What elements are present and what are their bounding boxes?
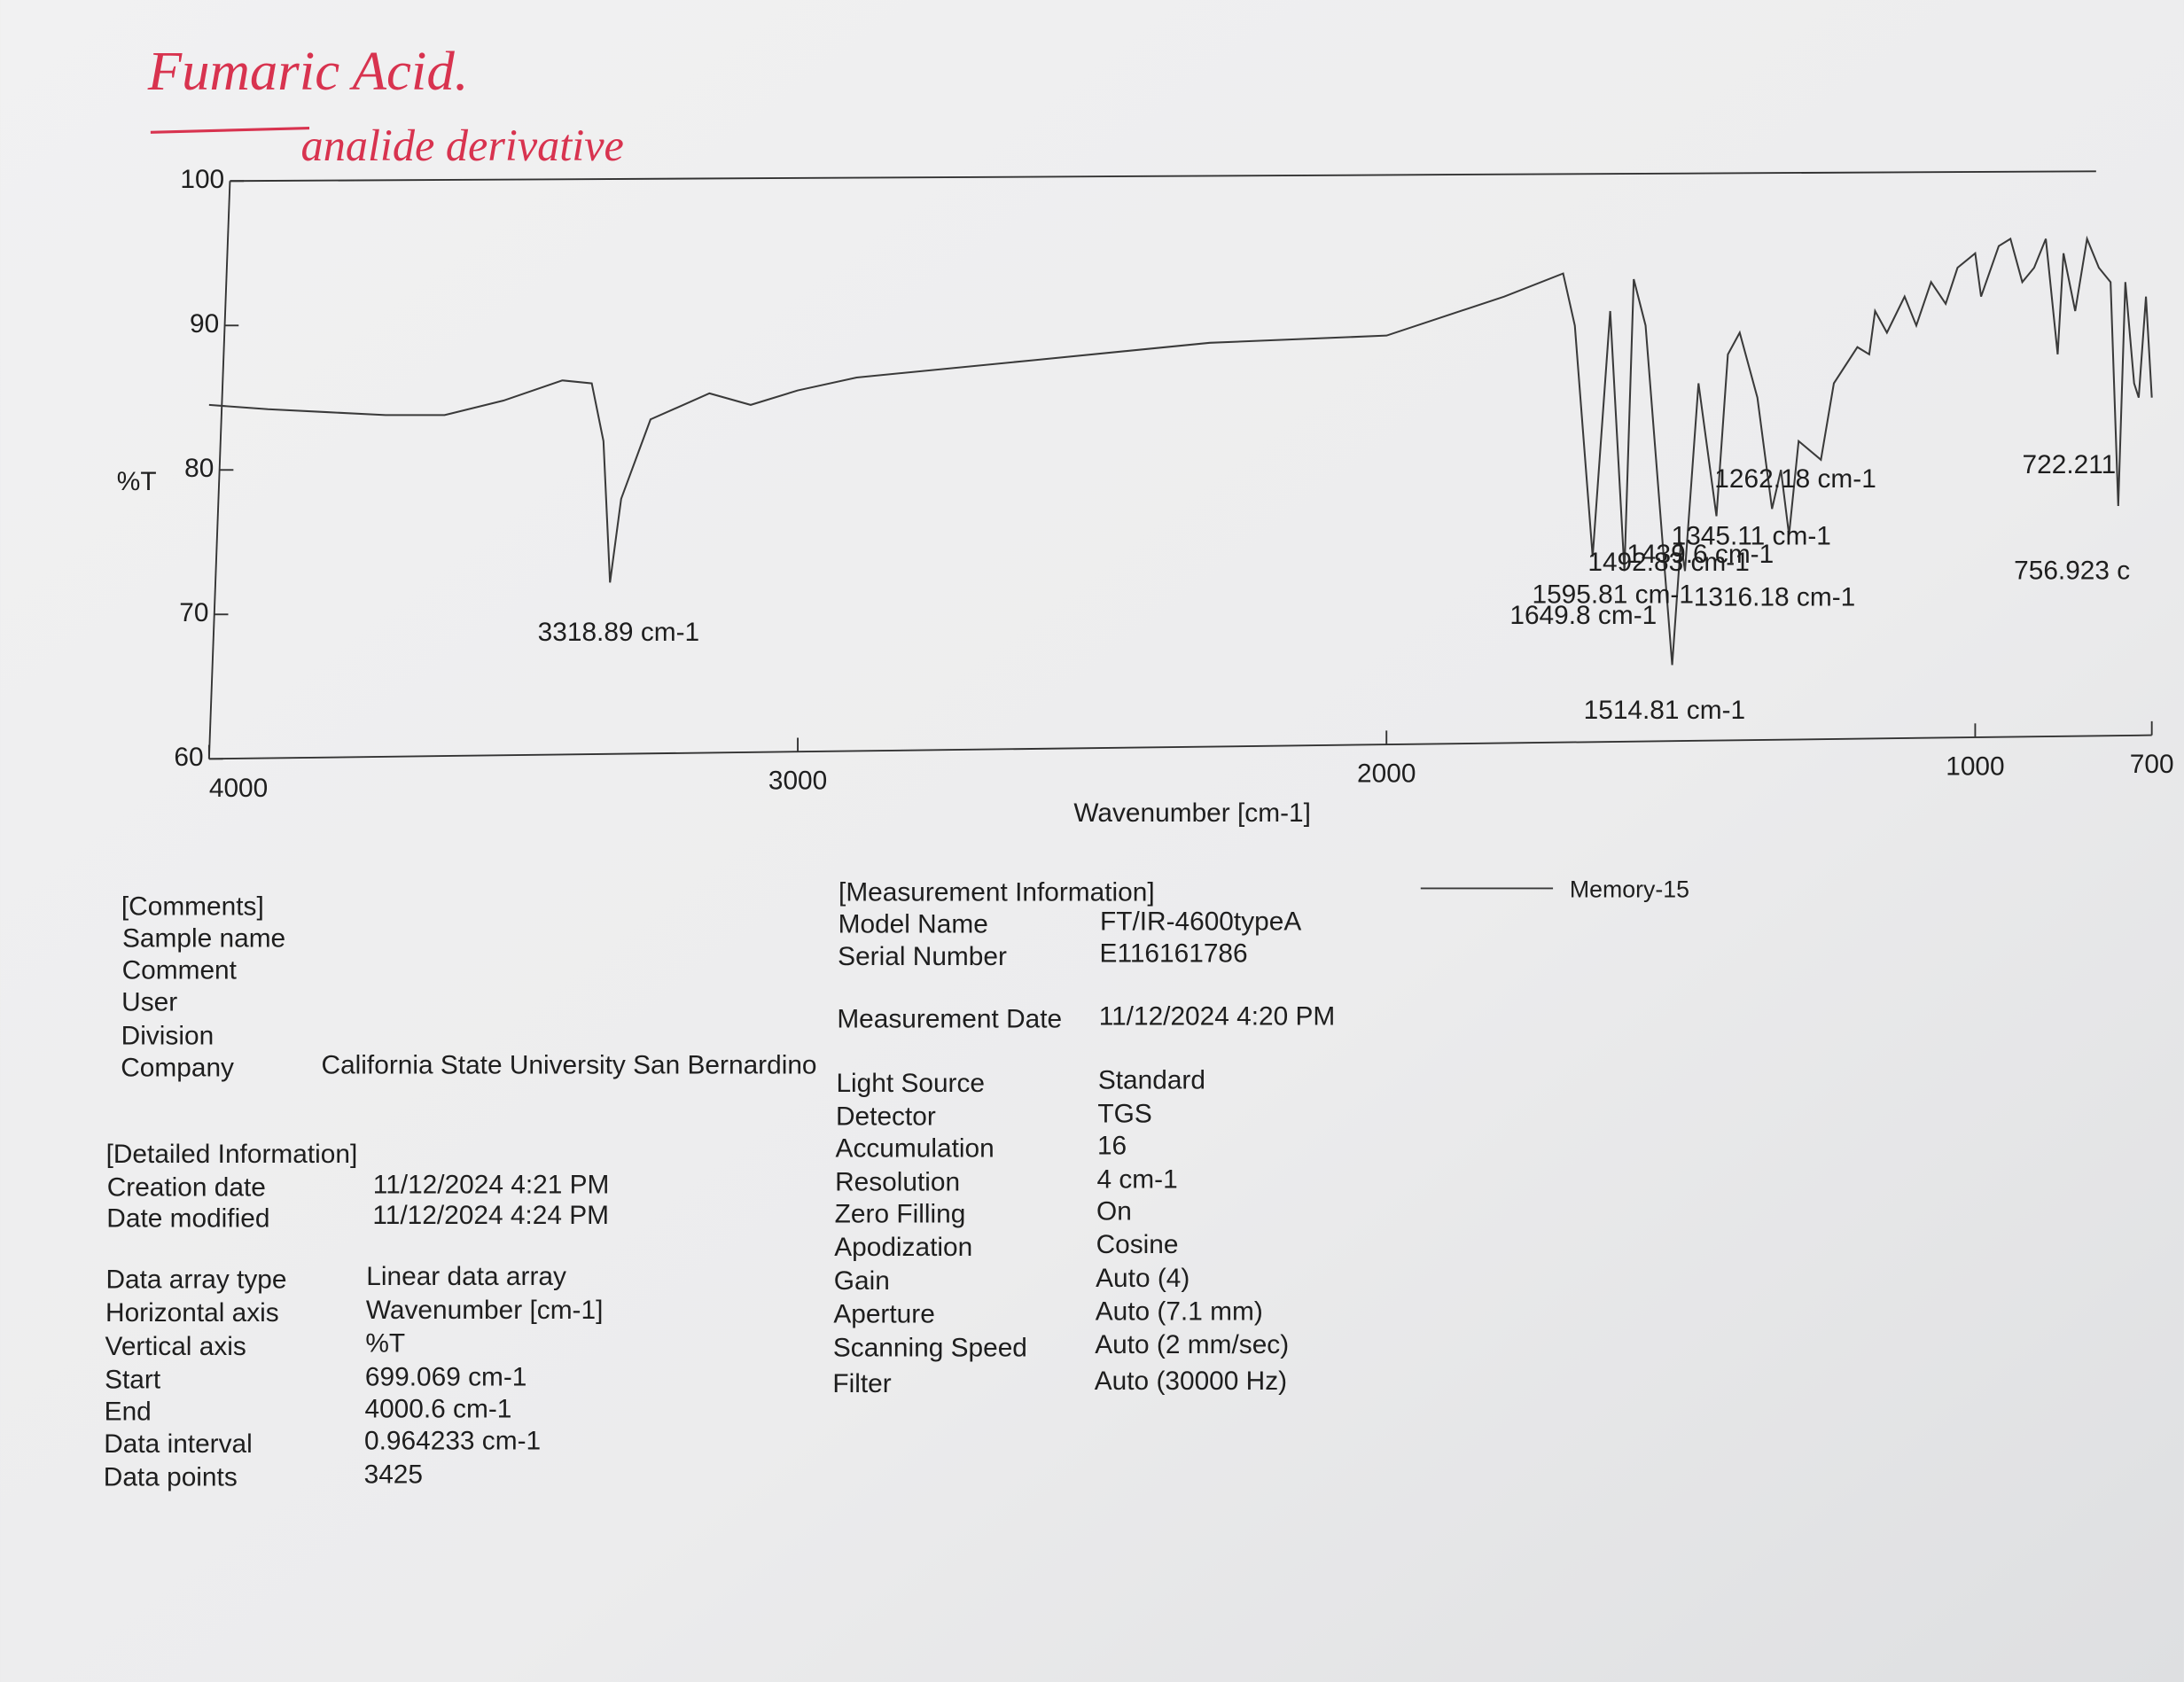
field-value: Standard [1098,1066,1205,1095]
x-tick-label: 1000 [1946,751,2004,781]
field-label: Gain [834,1266,890,1296]
x-tick-label: 700 [2130,750,2174,779]
x-axis [208,734,2152,760]
field-label: Company [121,1054,234,1083]
field-label: Sample name [122,923,285,953]
handwritten-subtitle: analide derivative [301,121,624,170]
field-value: 699.069 cm-1 [365,1362,527,1391]
field-value: 11/12/2024 4:21 PM [373,1171,610,1200]
top-border [230,170,2096,183]
field-label: User [121,988,177,1017]
section-heading: [Measurement Information] [838,878,1155,907]
field-value: E116161786 [1100,939,1248,969]
field-label: Measurement Date [837,1005,1062,1034]
field-value: Auto (7.1 mm) [1096,1297,1263,1327]
underline [150,126,310,134]
field-label: Resolution [835,1167,960,1196]
field-label: Light Source [836,1069,985,1098]
field-value: 3425 [364,1460,423,1489]
field-label: Vertical axis [105,1332,246,1361]
peak-label: 1262.18 cm-1 [1714,464,1876,494]
field-label: Division [121,1021,214,1050]
y-tick-label: 60 [174,743,203,772]
y-tick-label: 100 [180,165,224,194]
section-heading: [Comments] [121,892,264,921]
field-label: Horizontal axis [105,1298,279,1328]
field-value: California State University San Bernardi… [322,1050,817,1079]
field-label: End [105,1398,152,1427]
field-value: 0.964233 cm-1 [364,1427,541,1456]
peak-label: 722.211 [2023,450,2117,479]
y-axis-label: %T [117,467,157,496]
field-label: Accumulation [836,1134,994,1164]
field-value: Auto (2 mm/sec) [1095,1330,1289,1359]
peak-label: 1439.6 cm-1 [1626,540,1774,569]
peak-label: 3318.89 cm-1 [538,618,700,647]
field-value: %T [365,1329,405,1359]
field-value: Wavenumber [cm-1] [366,1296,604,1325]
field-value: On [1096,1196,1132,1226]
field-value: Cosine [1096,1230,1179,1259]
field-label: Detector [836,1102,936,1132]
handwritten-title: Fumaric Acid. [147,40,469,102]
field-label: Comment [122,956,238,985]
x-axis-label: Wavenumber [cm-1] [1073,798,1311,828]
field-label: Serial Number [838,942,1007,971]
field-value: 4000.6 cm-1 [364,1395,511,1424]
y-tick-label: 90 [190,309,219,339]
peak-label: 1514.81 cm-1 [1584,696,1746,725]
x-tick-label: 4000 [209,774,268,803]
section-heading: [Detailed Information] [106,1140,358,1169]
y-tick-label: 70 [179,598,208,627]
peak-label: 1492.83 cm-1 [1587,548,1749,577]
field-value: Auto (30000 Hz) [1095,1367,1287,1396]
spectrum-line [208,235,2153,666]
field-value: 4 cm-1 [1097,1164,1178,1194]
field-label: Date modified [106,1203,269,1233]
field-label: Start [105,1366,161,1395]
field-label: Scanning Speed [833,1333,1027,1362]
field-label: Model Name [838,910,988,939]
peak-label: 756.923 c [2014,557,2130,586]
field-label: Creation date [107,1173,266,1203]
legend-label: Memory-15 [1570,876,1689,903]
field-label: Data points [104,1462,238,1491]
x-tick-label: 3000 [768,767,827,796]
field-value: Linear data array [366,1262,566,1291]
field-value: 16 [1097,1132,1127,1161]
field-label: Aperture [833,1300,934,1329]
field-label: Zero Filling [835,1200,966,1229]
peak-label: 1595.81 cm-1 [1532,580,1694,609]
field-label: Data array type [105,1265,286,1294]
x-tick-label: 2000 [1357,759,1416,789]
field-label: Apodization [834,1233,972,1262]
field-label: Filter [832,1369,891,1398]
field-value: TGS [1097,1099,1151,1128]
y-tick-label: 80 [184,454,214,483]
peak-label: 1316.18 cm-1 [1694,583,1855,612]
field-label: Data interval [104,1429,253,1459]
field-value: 11/12/2024 4:20 PM [1099,1001,1336,1031]
peak-label: 1649.8 cm-1 [1509,601,1657,630]
field-value: Auto (4) [1096,1264,1190,1293]
peak-label: 1345.11 cm-1 [1672,521,1831,550]
field-value: 11/12/2024 4:24 PM [372,1201,609,1230]
field-value: FT/IR-4600typeA [1100,907,1301,937]
